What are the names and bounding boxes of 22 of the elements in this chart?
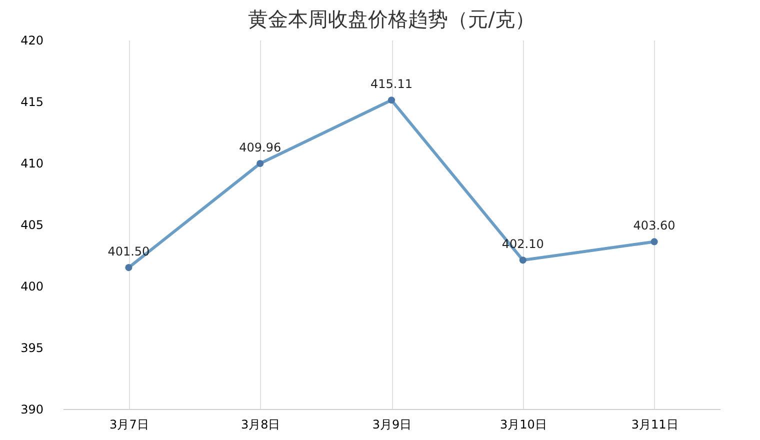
y-tick-label: 415 <box>20 95 44 109</box>
y-tick-label: 410 <box>20 156 44 170</box>
point <box>125 264 132 272</box>
point <box>256 160 264 168</box>
text: 403.60 <box>633 218 676 233</box>
point <box>650 238 658 246</box>
y-tick-label: 390 <box>20 402 44 416</box>
x-tick-label: 3月8日 <box>240 418 280 432</box>
text: 409.96 <box>239 140 282 154</box>
point <box>388 96 396 104</box>
x-tick-label: 3月10日 <box>500 418 547 432</box>
text: 401.50 <box>108 244 150 259</box>
chart-title: 黄金本周收盘价格趋势（元/克） <box>248 7 535 31</box>
y-tick-label: 400 <box>20 280 44 294</box>
x-tick-label: 3月9日 <box>372 418 412 432</box>
y-tick-label: 395 <box>20 341 44 355</box>
y-tick-label: 405 <box>20 218 44 232</box>
text: 415.11 <box>370 77 412 92</box>
y-tick-label: 420 <box>20 34 44 48</box>
x-tick-label: 3月7日 <box>110 418 149 432</box>
point <box>519 256 526 264</box>
x-tick-label: 3月11日 <box>631 418 678 432</box>
